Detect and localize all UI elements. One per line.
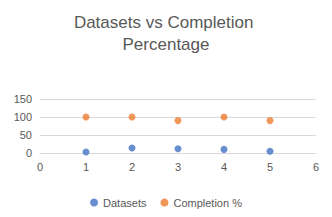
svg-text:2: 2 <box>129 161 135 173</box>
svg-text:Completion %: Completion % <box>173 197 242 209</box>
svg-text:50: 50 <box>20 129 32 141</box>
svg-text:100: 100 <box>14 111 32 123</box>
svg-text:0: 0 <box>26 147 32 159</box>
svg-text:1: 1 <box>83 161 89 173</box>
svg-text:150: 150 <box>14 93 32 105</box>
svg-text:Datasets vs Completion: Datasets vs Completion <box>74 13 258 32</box>
svg-text:Datasets: Datasets <box>103 197 147 209</box>
svg-text:6: 6 <box>313 161 319 173</box>
svg-text:5: 5 <box>267 161 273 173</box>
svg-text:4: 4 <box>221 161 227 173</box>
svg-text:0: 0 <box>37 161 43 173</box>
svg-text:Percentage: Percentage <box>123 35 210 54</box>
svg-text:3: 3 <box>175 161 181 173</box>
